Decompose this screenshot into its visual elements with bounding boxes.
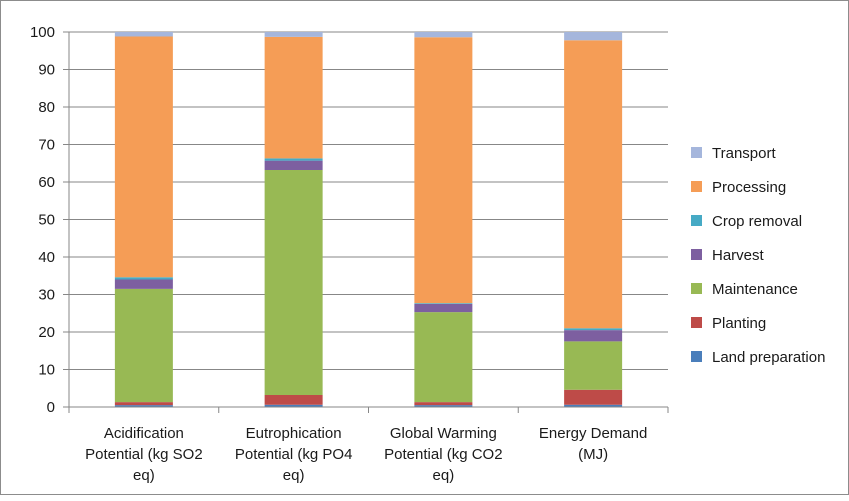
bar-segment-land-preparation	[414, 405, 473, 407]
bar-segment-transport	[414, 32, 473, 38]
bar-segment-crop-removal	[264, 158, 323, 161]
legend: Transport Processing Crop removal Harvest Ma…	[691, 145, 825, 366]
bar-segment-maintenance	[564, 341, 623, 390]
legend-label: Land preparation	[712, 349, 825, 366]
legend-swatch	[691, 317, 702, 328]
x-category-label: eq)	[283, 467, 305, 484]
bars	[114, 32, 623, 407]
x-category-label: Potential (kg CO2	[384, 446, 502, 463]
y-tick-label: 30	[38, 287, 55, 304]
legend-swatch	[691, 351, 702, 362]
x-category-label: eq)	[433, 467, 455, 484]
legend-swatch	[691, 249, 702, 260]
bar-segment-planting	[564, 389, 623, 405]
x-category-label: (MJ)	[578, 446, 608, 463]
bar-segment-transport	[114, 32, 173, 37]
x-category-label: eq)	[133, 467, 155, 484]
bar-segment-maintenance	[264, 170, 323, 395]
bar-segment-planting	[114, 402, 173, 406]
bar-segment-planting	[414, 402, 473, 406]
y-tick-label: 10	[38, 362, 55, 379]
x-category-labels: Acidification Potential (kg SO2 eq) Eutroph…	[85, 425, 647, 484]
legend-label: Maintenance	[712, 281, 798, 298]
legend-swatch	[691, 215, 702, 226]
bar-segment-maintenance	[414, 312, 473, 403]
y-tick-label: 50	[38, 212, 55, 229]
bar-segment-harvest	[114, 279, 173, 289]
y-tick-label: 70	[38, 137, 55, 154]
bar-segment-land-preparation	[564, 404, 623, 407]
legend-label: Planting	[712, 315, 766, 332]
bar-segment-maintenance	[114, 288, 173, 403]
bar-segment-processing	[264, 36, 323, 159]
bar-segment-harvest	[264, 160, 323, 170]
x-category-label: Potential (kg SO2	[85, 446, 203, 463]
bar-segment-transport	[264, 32, 323, 37]
y-tick-labels: 0 10 20 30 40 50 60 70 80 90 100	[30, 24, 55, 416]
y-tick-label: 60	[38, 174, 55, 191]
x-category-label: Eutrophication	[246, 425, 342, 442]
legend-swatch	[691, 147, 702, 158]
bar-segment-crop-removal	[414, 303, 473, 304]
bar-segment-planting	[264, 395, 323, 405]
y-tick-label: 100	[30, 24, 55, 41]
bar-segment-crop-removal	[114, 277, 173, 280]
x-category-label: Global Warming	[390, 425, 497, 442]
bar-segment-land-preparation	[264, 404, 323, 407]
bar-segment-processing	[114, 36, 173, 278]
legend-swatch	[691, 181, 702, 192]
y-tick-label: 0	[47, 399, 55, 416]
bar-segment-land-preparation	[114, 405, 173, 407]
bar-segment-crop-removal	[564, 328, 623, 331]
legend-label: Harvest	[712, 247, 765, 264]
legend-label: Processing	[712, 179, 786, 196]
legend-label: Crop removal	[712, 213, 802, 230]
bar-segment-transport	[564, 32, 623, 41]
y-tick-label: 80	[38, 99, 55, 116]
x-category-label: Acidification	[104, 425, 184, 442]
legend-swatch	[691, 283, 702, 294]
y-tick-label: 90	[38, 62, 55, 79]
bar-segment-processing	[564, 40, 623, 329]
y-tick-label: 40	[38, 249, 55, 266]
bar-segment-harvest	[564, 330, 623, 342]
x-category-label: Energy Demand	[539, 425, 647, 442]
bar-segment-harvest	[414, 303, 473, 313]
x-category-label: Potential (kg PO4	[235, 446, 353, 463]
legend-label: Transport	[712, 145, 776, 162]
axes	[63, 31, 669, 413]
y-tick-label: 20	[38, 324, 55, 341]
bar-segment-processing	[414, 37, 473, 304]
